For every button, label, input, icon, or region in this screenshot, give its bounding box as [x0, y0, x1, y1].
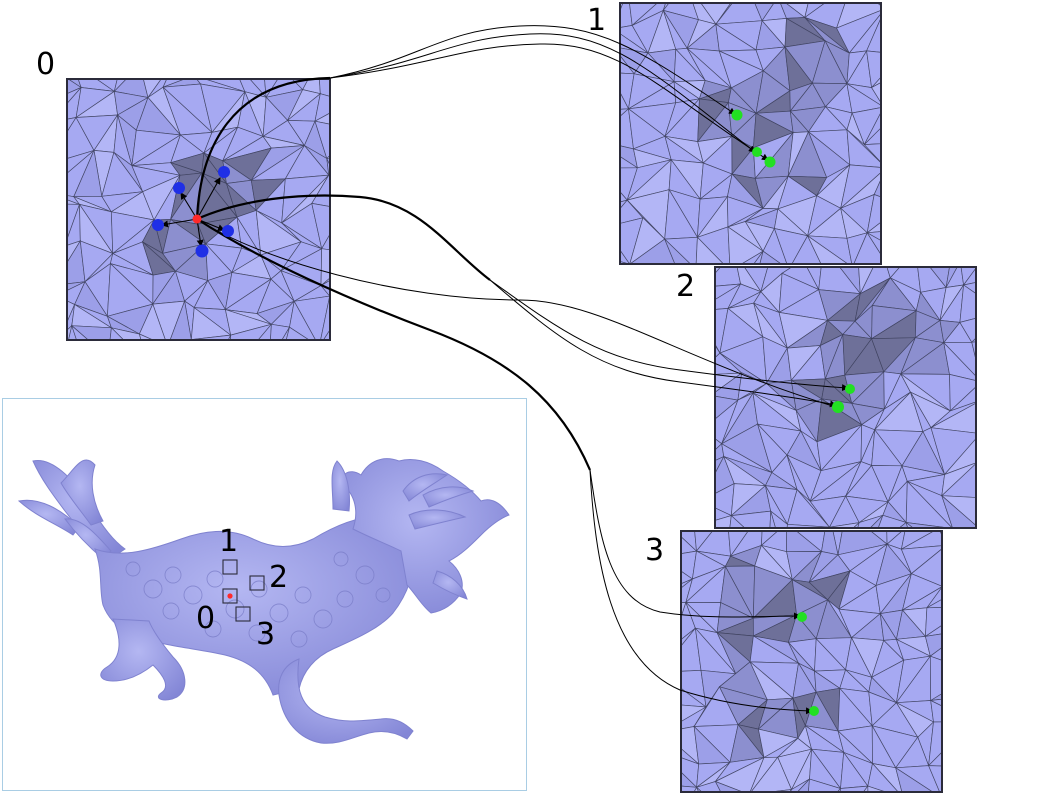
panel-1-label: 1	[587, 3, 607, 38]
inset-label-3: 3	[256, 617, 276, 652]
inset-label-2: 2	[269, 560, 289, 595]
mesh-3-triangulation	[682, 532, 941, 791]
patch-marker-0	[222, 588, 238, 604]
source-point-marker	[227, 593, 233, 599]
dragon-scale-texture	[125, 551, 391, 648]
mesh-1-triangulation	[621, 4, 880, 263]
mesh-panel-2	[714, 266, 977, 529]
patch-marker-3	[235, 606, 251, 622]
panel-3-label: 3	[645, 533, 665, 568]
dragon-model-inset: 1 2 0 3	[2, 398, 527, 791]
mesh-panel-1	[619, 2, 882, 265]
patch-marker-2	[249, 575, 265, 591]
mesh-2-triangulation	[716, 268, 975, 527]
panel-2-label: 2	[676, 269, 696, 304]
inset-label-1: 1	[219, 524, 239, 559]
mesh-panel-0	[66, 78, 331, 341]
dragon-model-illustration	[17, 458, 510, 744]
dragon-silhouette	[17, 458, 510, 744]
mesh-panel-3	[680, 530, 943, 793]
patch-location-markers	[222, 559, 265, 622]
inset-label-0: 0	[196, 601, 216, 636]
patch-marker-1	[222, 559, 238, 575]
mesh-0-triangulation	[68, 80, 329, 339]
panel-0-label: 0	[36, 47, 56, 82]
